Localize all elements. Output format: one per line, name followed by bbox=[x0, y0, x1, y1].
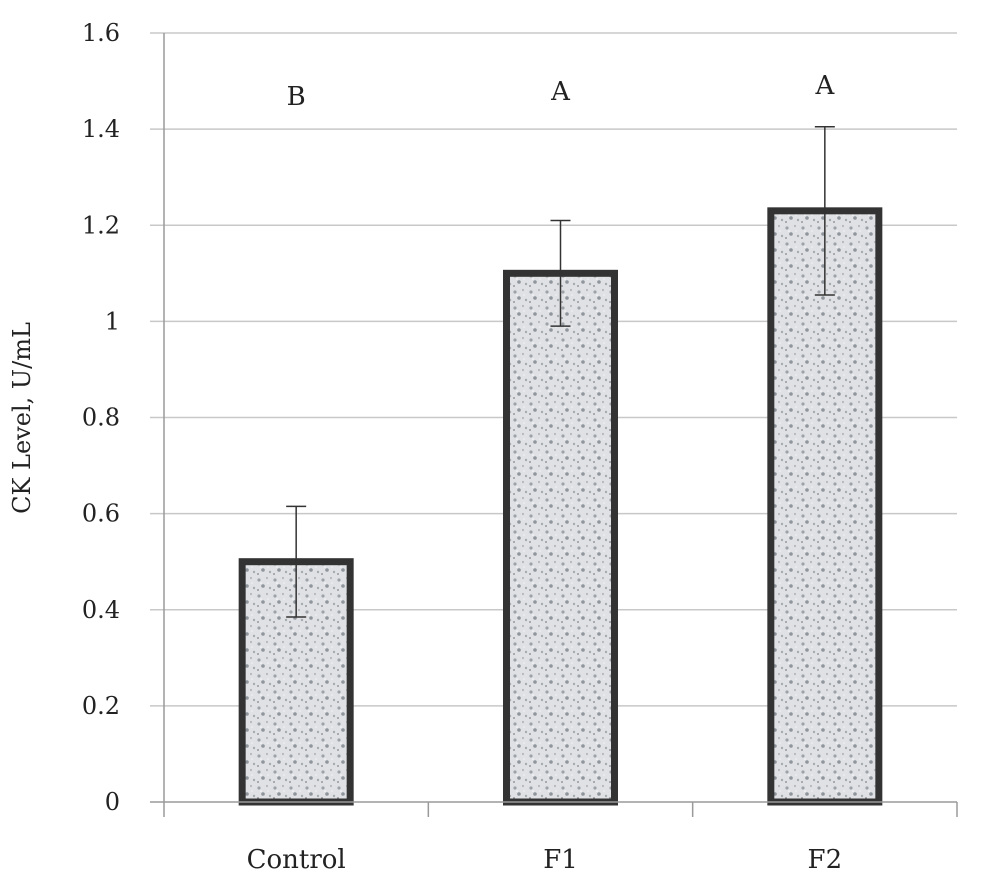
y-tick-label: 0.2 bbox=[82, 692, 120, 720]
y-tick-label: 0 bbox=[105, 788, 120, 816]
bar-f2 bbox=[767, 207, 883, 806]
error-bar bbox=[286, 505, 307, 618]
y-tick-labels: 0 0.2 0.4 0.6 0.8 1 1.2 1.4 1.6 bbox=[82, 19, 120, 816]
error-bars bbox=[286, 125, 835, 618]
error-bar bbox=[814, 125, 835, 296]
y-axis-title: CK Level, U/mL bbox=[8, 322, 36, 514]
error-bar bbox=[550, 219, 571, 327]
x-category-label: F1 bbox=[543, 845, 578, 875]
bars bbox=[238, 207, 883, 806]
y-tick-label: 1.6 bbox=[82, 19, 120, 47]
y-tick-label: 0.6 bbox=[82, 500, 120, 528]
y-tick-label: 1.4 bbox=[82, 115, 120, 143]
y-tick-label: 1 bbox=[105, 307, 120, 335]
y-tick-label: 1.2 bbox=[82, 211, 120, 239]
bar-f1 bbox=[503, 269, 618, 806]
y-tick-label: 0.8 bbox=[82, 404, 120, 432]
x-category-label: F2 bbox=[808, 845, 843, 875]
axes bbox=[150, 33, 958, 817]
significance-letter: B bbox=[287, 82, 306, 112]
y-tick-label: 0.4 bbox=[82, 596, 120, 624]
x-category-labels: Control F1 F2 bbox=[247, 845, 843, 875]
significance-letter: A bbox=[550, 77, 571, 107]
significance-letter: A bbox=[814, 71, 835, 101]
x-category-label: Control bbox=[247, 845, 346, 875]
